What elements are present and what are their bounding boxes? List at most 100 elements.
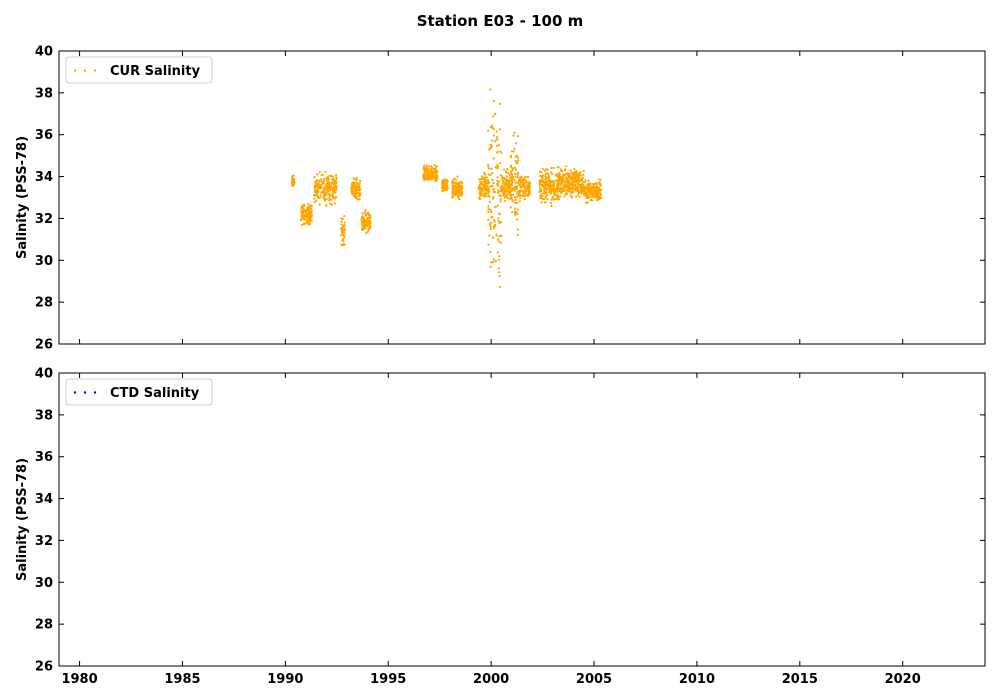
data-point <box>544 178 547 181</box>
y-tick-label: 36 <box>35 450 53 465</box>
data-point <box>314 181 317 184</box>
data-point <box>589 192 592 196</box>
data-point <box>557 174 561 177</box>
data-point <box>477 186 480 189</box>
data-point <box>424 170 427 173</box>
data-point <box>523 189 526 192</box>
data-point <box>487 243 490 246</box>
data-point <box>516 208 520 211</box>
data-point <box>599 184 602 187</box>
data-point <box>487 187 490 191</box>
data-point <box>321 182 324 185</box>
data-point <box>505 186 508 189</box>
data-point <box>514 198 517 201</box>
data-point <box>524 179 527 182</box>
data-point <box>489 227 492 231</box>
data-point <box>552 195 555 198</box>
data-point <box>460 194 463 197</box>
data-point <box>567 174 570 177</box>
data-point <box>547 175 550 178</box>
data-point <box>481 183 484 186</box>
data-point <box>552 166 555 170</box>
data-point <box>560 187 563 190</box>
data-point <box>549 184 552 187</box>
data-point <box>499 241 502 244</box>
data-point <box>358 198 361 201</box>
data-point <box>443 181 447 184</box>
data-point <box>497 267 500 270</box>
x-tick-label: 2020 <box>885 672 921 687</box>
data-point <box>364 209 367 212</box>
data-point <box>521 183 524 186</box>
legend-box <box>65 56 213 84</box>
data-point <box>488 185 491 188</box>
data-point <box>571 172 574 176</box>
data-point <box>310 205 313 208</box>
data-point <box>575 173 579 176</box>
data-point <box>332 187 335 190</box>
data-point <box>490 139 493 142</box>
data-point <box>504 171 507 174</box>
data-point <box>433 164 436 167</box>
data-point <box>434 173 437 176</box>
data-point <box>509 166 513 169</box>
data-point <box>545 194 548 197</box>
data-point <box>578 195 581 198</box>
data-point <box>549 181 552 184</box>
data-point <box>302 209 305 212</box>
y-tick-label: 40 <box>35 367 53 382</box>
y-tick-label: 28 <box>35 618 53 633</box>
data-point <box>458 197 461 201</box>
data-point <box>524 176 527 179</box>
data-point <box>487 173 490 176</box>
data-point <box>317 196 320 199</box>
data-point <box>487 167 490 170</box>
data-point <box>430 178 433 181</box>
data-point <box>596 197 599 201</box>
data-point <box>422 177 425 180</box>
data-point <box>540 192 543 195</box>
data-point <box>551 196 554 200</box>
data-point <box>560 177 563 180</box>
x-tick-label: 2015 <box>782 672 818 687</box>
data-point <box>424 174 427 178</box>
data-point <box>516 218 519 221</box>
data-point <box>302 204 306 207</box>
data-point <box>482 178 485 181</box>
data-point <box>572 177 575 180</box>
data-point <box>539 174 542 177</box>
data-point <box>520 175 523 178</box>
data-point <box>479 192 482 195</box>
data-point <box>308 205 311 208</box>
data-point <box>358 182 361 185</box>
data-point <box>497 189 500 192</box>
data-point <box>315 199 318 202</box>
data-point <box>575 171 578 174</box>
data-point <box>306 221 309 224</box>
data-point <box>539 194 542 197</box>
data-point <box>327 175 330 178</box>
data-point <box>589 195 592 198</box>
data-point <box>355 196 358 200</box>
data-point <box>488 200 492 203</box>
data-point <box>565 177 568 180</box>
data-point <box>570 190 573 193</box>
y-tick-label: 32 <box>35 212 53 227</box>
data-point <box>441 180 444 183</box>
data-point <box>445 184 449 187</box>
data-point <box>599 178 602 181</box>
data-point <box>575 187 578 190</box>
data-point <box>319 184 322 188</box>
data-point <box>423 164 426 167</box>
data-point <box>515 193 518 196</box>
data-point <box>306 206 309 209</box>
data-point <box>483 183 487 186</box>
data-point <box>514 213 517 216</box>
y-tick-label: 28 <box>35 296 53 311</box>
data-point <box>435 165 438 168</box>
data-point <box>599 193 603 197</box>
data-point <box>305 209 308 212</box>
data-point <box>581 182 584 185</box>
data-point <box>506 192 509 196</box>
data-point <box>573 171 576 174</box>
